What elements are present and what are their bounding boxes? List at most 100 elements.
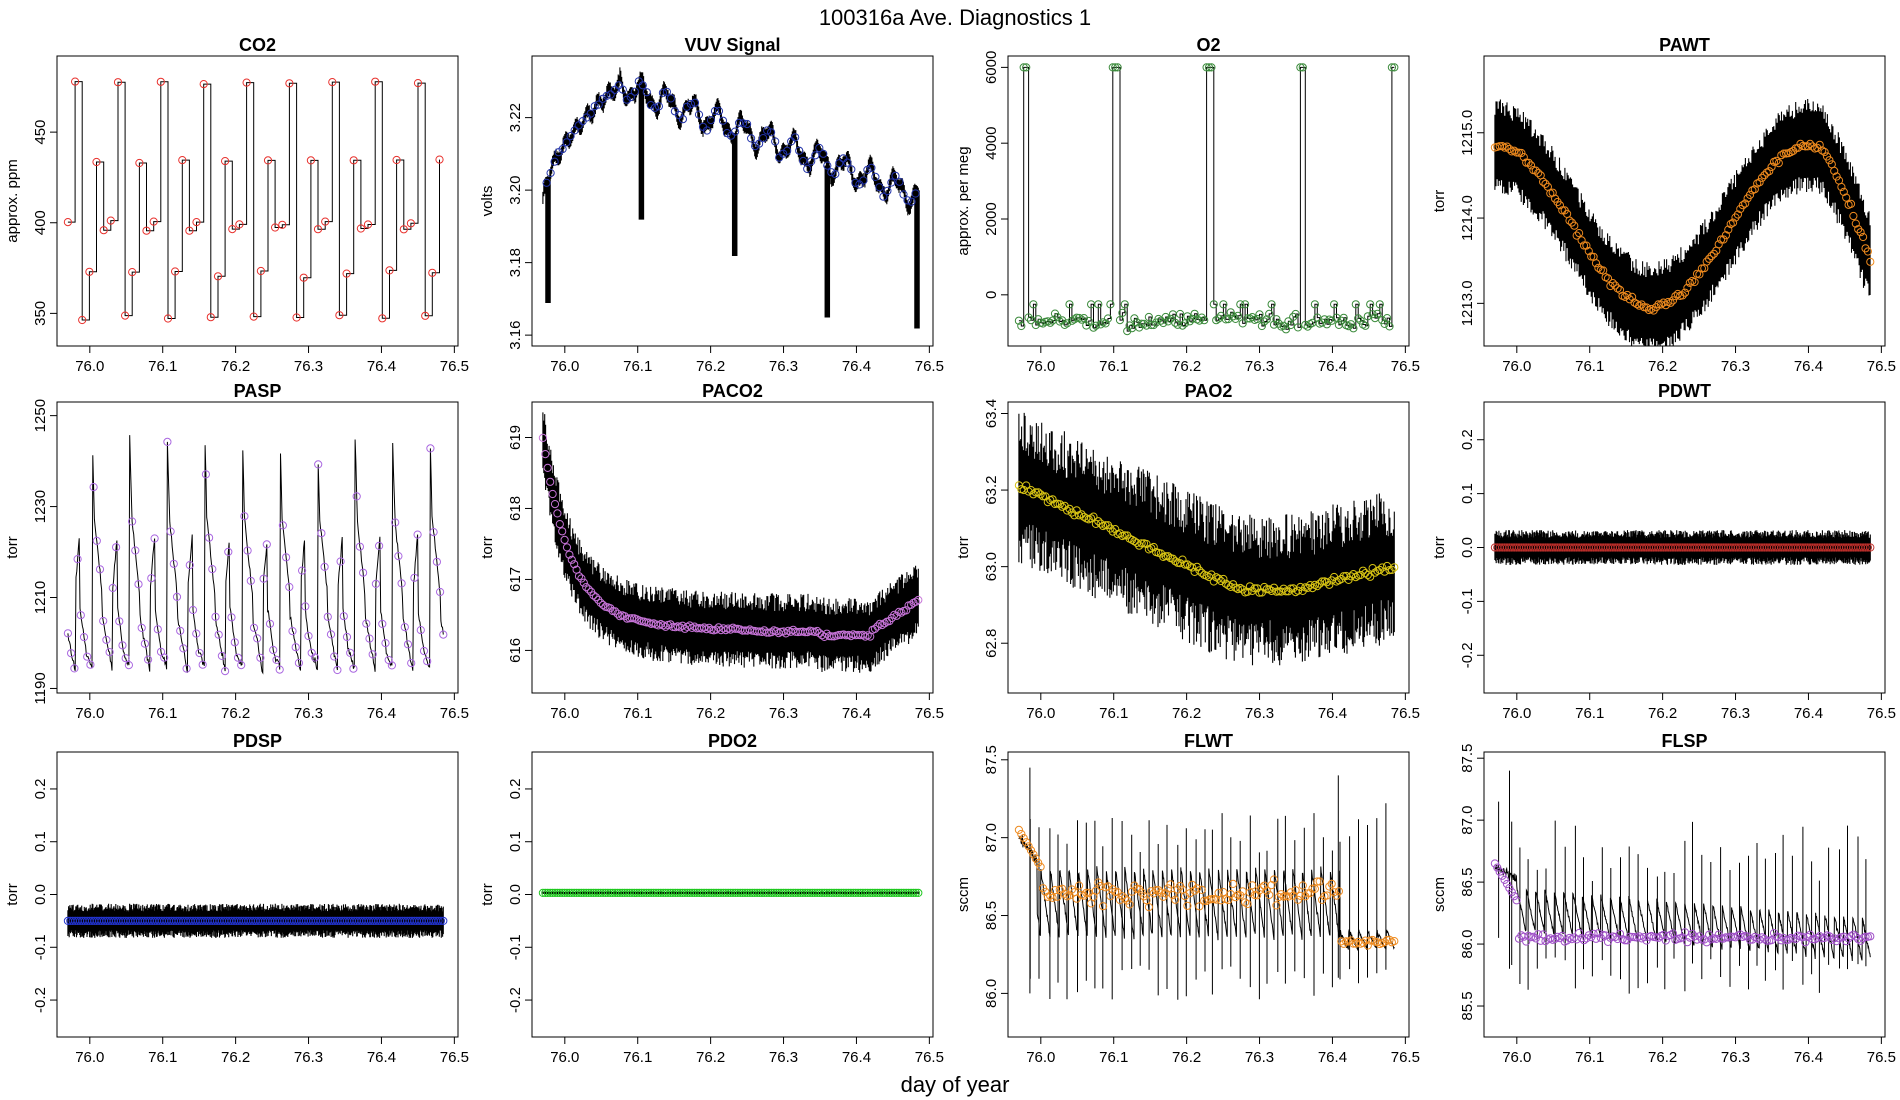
data-point xyxy=(86,660,95,669)
x-tick-label: 76.1 xyxy=(148,1049,177,1066)
data-point xyxy=(873,622,882,631)
data-point xyxy=(1164,552,1173,561)
data-point xyxy=(618,85,627,94)
data-point xyxy=(914,888,923,898)
data-point xyxy=(1106,300,1115,309)
data-point xyxy=(1846,199,1856,208)
data-point xyxy=(599,600,608,610)
y-axis-label: sccm xyxy=(1431,877,1448,912)
plot-frame xyxy=(56,55,459,347)
plot-area xyxy=(1490,99,1875,346)
data-point xyxy=(546,477,555,486)
data-point xyxy=(416,626,425,635)
x-tick-label: 76.4 xyxy=(367,705,396,722)
data-point xyxy=(1176,309,1185,319)
data-point xyxy=(217,651,226,661)
data-point xyxy=(1337,316,1346,325)
data-point xyxy=(1026,846,1036,855)
data-point xyxy=(1055,500,1064,509)
y-tick-label: 0.1 xyxy=(507,831,524,852)
data-trace xyxy=(1018,412,1395,666)
y-tick-label: 87.5 xyxy=(983,745,1000,774)
data-point xyxy=(403,640,413,649)
y-tick-label: 4000 xyxy=(983,127,1000,160)
data-point xyxy=(294,658,303,668)
data-point xyxy=(1777,151,1786,160)
data-point xyxy=(1152,886,1161,895)
data-point xyxy=(150,534,159,543)
y-tick-label: 85.5 xyxy=(1459,991,1476,1020)
data-point xyxy=(1358,566,1368,575)
data-point xyxy=(413,79,423,88)
data-point xyxy=(1296,63,1305,72)
data-point xyxy=(1226,582,1235,592)
data-point xyxy=(439,916,448,926)
data-point xyxy=(1385,935,1394,944)
data-point xyxy=(1820,147,1829,157)
data-point xyxy=(1082,321,1091,330)
data-point xyxy=(1017,829,1026,839)
y-tick-label: 0.0 xyxy=(507,884,524,905)
data-point xyxy=(1195,566,1204,575)
x-tick-label: 76.0 xyxy=(550,358,579,375)
data-point xyxy=(1216,576,1226,586)
data-point xyxy=(1608,279,1617,288)
plot-area xyxy=(1490,770,1875,994)
data-point xyxy=(1115,316,1125,325)
x-tick-label: 76.4 xyxy=(1318,705,1347,722)
data-point xyxy=(1803,932,1812,942)
data-point xyxy=(1108,885,1117,894)
data-point xyxy=(822,629,831,638)
data-point xyxy=(1765,167,1774,176)
x-tick-label: 76.1 xyxy=(1575,705,1604,722)
plot-frame xyxy=(1007,751,1410,1038)
x-tick-label: 76.2 xyxy=(696,705,725,722)
data-point xyxy=(1313,877,1322,886)
y-tick-label: 3.22 xyxy=(507,103,524,132)
data-point xyxy=(317,529,326,538)
data-point xyxy=(630,87,639,96)
data-point xyxy=(1733,210,1743,219)
data-point xyxy=(1363,941,1372,950)
y-tick-label: 1215.0 xyxy=(1459,110,1476,156)
data-point xyxy=(1594,929,1603,938)
data-point xyxy=(102,635,111,645)
panel-paco2: PACO2 torr 76.0 76.1 76.2 76.3 76.4 76.5 616 617 6… xyxy=(479,381,944,722)
data-point xyxy=(546,168,555,178)
data-point xyxy=(1832,172,1841,181)
data-point xyxy=(626,93,635,102)
data-point xyxy=(1572,231,1581,240)
y-tick-label: 2000 xyxy=(983,202,1000,235)
data-point xyxy=(368,650,377,659)
data-point xyxy=(1798,933,1808,942)
data-point xyxy=(843,158,852,167)
data-point xyxy=(566,132,575,141)
data-point xyxy=(1837,182,1846,192)
data-point xyxy=(1325,580,1334,589)
data-point xyxy=(1738,201,1747,210)
data-point xyxy=(1628,292,1637,301)
data-point xyxy=(550,157,559,166)
data-spikes xyxy=(1498,770,1867,994)
data-point xyxy=(883,186,892,195)
data-point xyxy=(1265,585,1274,594)
data-point xyxy=(160,653,169,662)
data-point xyxy=(739,119,748,128)
data-point xyxy=(620,612,629,621)
data-point xyxy=(1505,884,1514,893)
data-point xyxy=(1180,892,1190,901)
data-point xyxy=(710,106,720,116)
data-point xyxy=(1762,936,1771,945)
data-point xyxy=(320,562,329,572)
plot-frame xyxy=(1483,401,1886,694)
data-point xyxy=(823,161,832,170)
data-point xyxy=(310,653,320,662)
data-point xyxy=(1330,300,1339,309)
data-point xyxy=(1019,63,1028,72)
data-point xyxy=(586,109,595,118)
data-point xyxy=(863,165,872,174)
data-point xyxy=(646,101,655,110)
data-point xyxy=(1171,318,1180,327)
data-point xyxy=(211,612,220,621)
data-point xyxy=(1236,583,1245,593)
